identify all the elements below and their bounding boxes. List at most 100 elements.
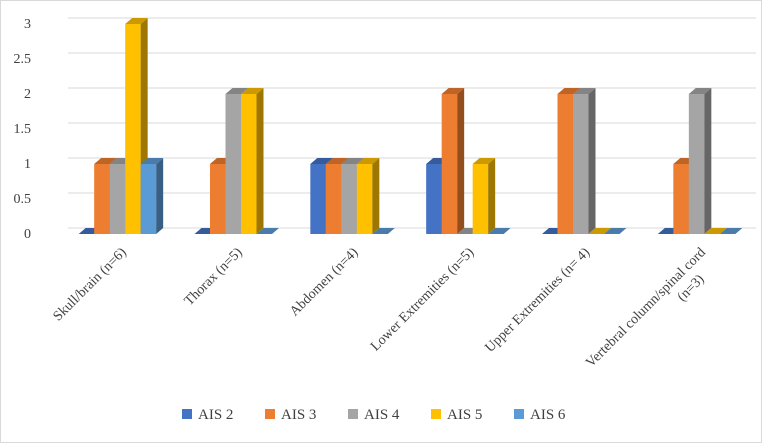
legend-swatch (431, 409, 441, 419)
bar-top (441, 88, 465, 94)
bar-top (241, 88, 264, 94)
bar (241, 88, 264, 234)
bar-top (256, 228, 279, 234)
bar-top (372, 228, 395, 234)
bar (604, 228, 627, 234)
bar-front (125, 24, 141, 234)
bar-top (719, 228, 743, 234)
legend-label: AIS 5 (447, 407, 482, 423)
legend-swatch (182, 409, 192, 419)
gridlines (68, 17, 756, 229)
bar-front (441, 94, 458, 234)
bar-front (140, 164, 157, 234)
bar-top (604, 228, 627, 234)
bar-top (704, 228, 727, 234)
bar (140, 158, 164, 234)
category-label: Upper Extremities (n= 4) (483, 245, 594, 356)
legend-item: AIS 4 (348, 407, 400, 423)
legend-label: AIS 4 (364, 407, 400, 423)
bar (472, 158, 496, 234)
bars (78, 18, 743, 234)
bar-top (325, 158, 349, 164)
y-tick-label: 2 (24, 87, 31, 102)
category-label-line: Skull/brain (n=6) (51, 245, 130, 324)
bar-front (241, 94, 257, 234)
bar-front (557, 94, 573, 234)
bar-top (341, 158, 364, 164)
bar (256, 228, 279, 234)
bar-top (588, 228, 611, 234)
y-tick-label: 0.5 (14, 192, 32, 207)
bar (719, 228, 743, 234)
bar-top (356, 158, 380, 164)
bar-top (310, 158, 333, 164)
bar-front (356, 164, 373, 234)
category-label-line: Upper Extremities (n= 4) (483, 245, 594, 356)
bar-top (557, 88, 580, 94)
category-label-line: Thorax (n=5) (182, 245, 246, 309)
bar (372, 228, 395, 234)
bar-front (573, 94, 589, 234)
bar-side (488, 158, 496, 234)
y-tick-label: 0 (24, 227, 31, 242)
bar (588, 228, 611, 234)
bar-front (210, 164, 226, 234)
bar-front (673, 164, 689, 234)
category-label-line: Vertebral column/spinal cord (583, 245, 709, 371)
bar-side (588, 88, 596, 234)
bar (573, 88, 596, 234)
bar-top (225, 88, 248, 94)
category-label-line: Lower Extremities (n=5) (368, 245, 477, 354)
y-tick-label: 2.5 (14, 52, 32, 67)
category-label: Skull/brain (n=6) (51, 245, 130, 324)
bar (688, 88, 712, 234)
bar-side (372, 158, 380, 234)
y-tick-label: 1.5 (14, 122, 32, 137)
legend: AIS 2 AIS 3 AIS 4 AIS 5 AIS 6 (182, 407, 566, 423)
bar-top (94, 158, 117, 164)
bar (488, 228, 511, 234)
category-label-line: Abdomen (n=4) (287, 245, 361, 319)
legend-swatch (265, 409, 275, 419)
legend-item: AIS 6 (514, 407, 566, 423)
y-axis: 0 0.5 1 1.5 2 2.5 3 (14, 17, 32, 242)
category-label: Thorax (n=5) (182, 245, 246, 309)
bar-top (140, 158, 164, 164)
legend-item: AIS 5 (431, 407, 482, 423)
legend-swatch (514, 409, 524, 419)
legend-label: AIS 3 (281, 407, 316, 423)
category-label: Abdomen (n=4) (287, 245, 361, 319)
bar-top (488, 228, 511, 234)
bar-top (125, 18, 148, 24)
bar-front (426, 164, 442, 234)
category-label: Vertebral column/spinal cord(n=3) (583, 245, 721, 383)
legend-label: AIS 6 (530, 407, 566, 423)
bar-top (472, 158, 496, 164)
legend-label: AIS 2 (198, 407, 233, 423)
legend-swatch (348, 409, 358, 419)
bar-top (573, 88, 596, 94)
bar-front (225, 94, 241, 234)
bar-side (256, 88, 264, 234)
bar (441, 88, 465, 234)
bar-side (704, 88, 712, 234)
bar-front (109, 164, 126, 234)
y-tick-label: 3 (24, 17, 31, 32)
bar-front (310, 164, 326, 234)
bar-front (688, 94, 705, 234)
legend-item: AIS 3 (265, 407, 316, 423)
bar-side (156, 158, 164, 234)
bar (356, 158, 380, 234)
y-tick-label: 1 (24, 157, 31, 172)
bar-front (472, 164, 489, 234)
bar-front (94, 164, 110, 234)
bar (704, 228, 727, 234)
bar-side (457, 88, 465, 234)
category-label: Lower Extremities (n=5) (368, 245, 477, 354)
legend-item: AIS 2 (182, 407, 233, 423)
bar-front (341, 164, 357, 234)
bar-front (325, 164, 342, 234)
x-axis: Skull/brain (n=6) Thorax (n=5) Abdomen (n=… (51, 245, 721, 383)
